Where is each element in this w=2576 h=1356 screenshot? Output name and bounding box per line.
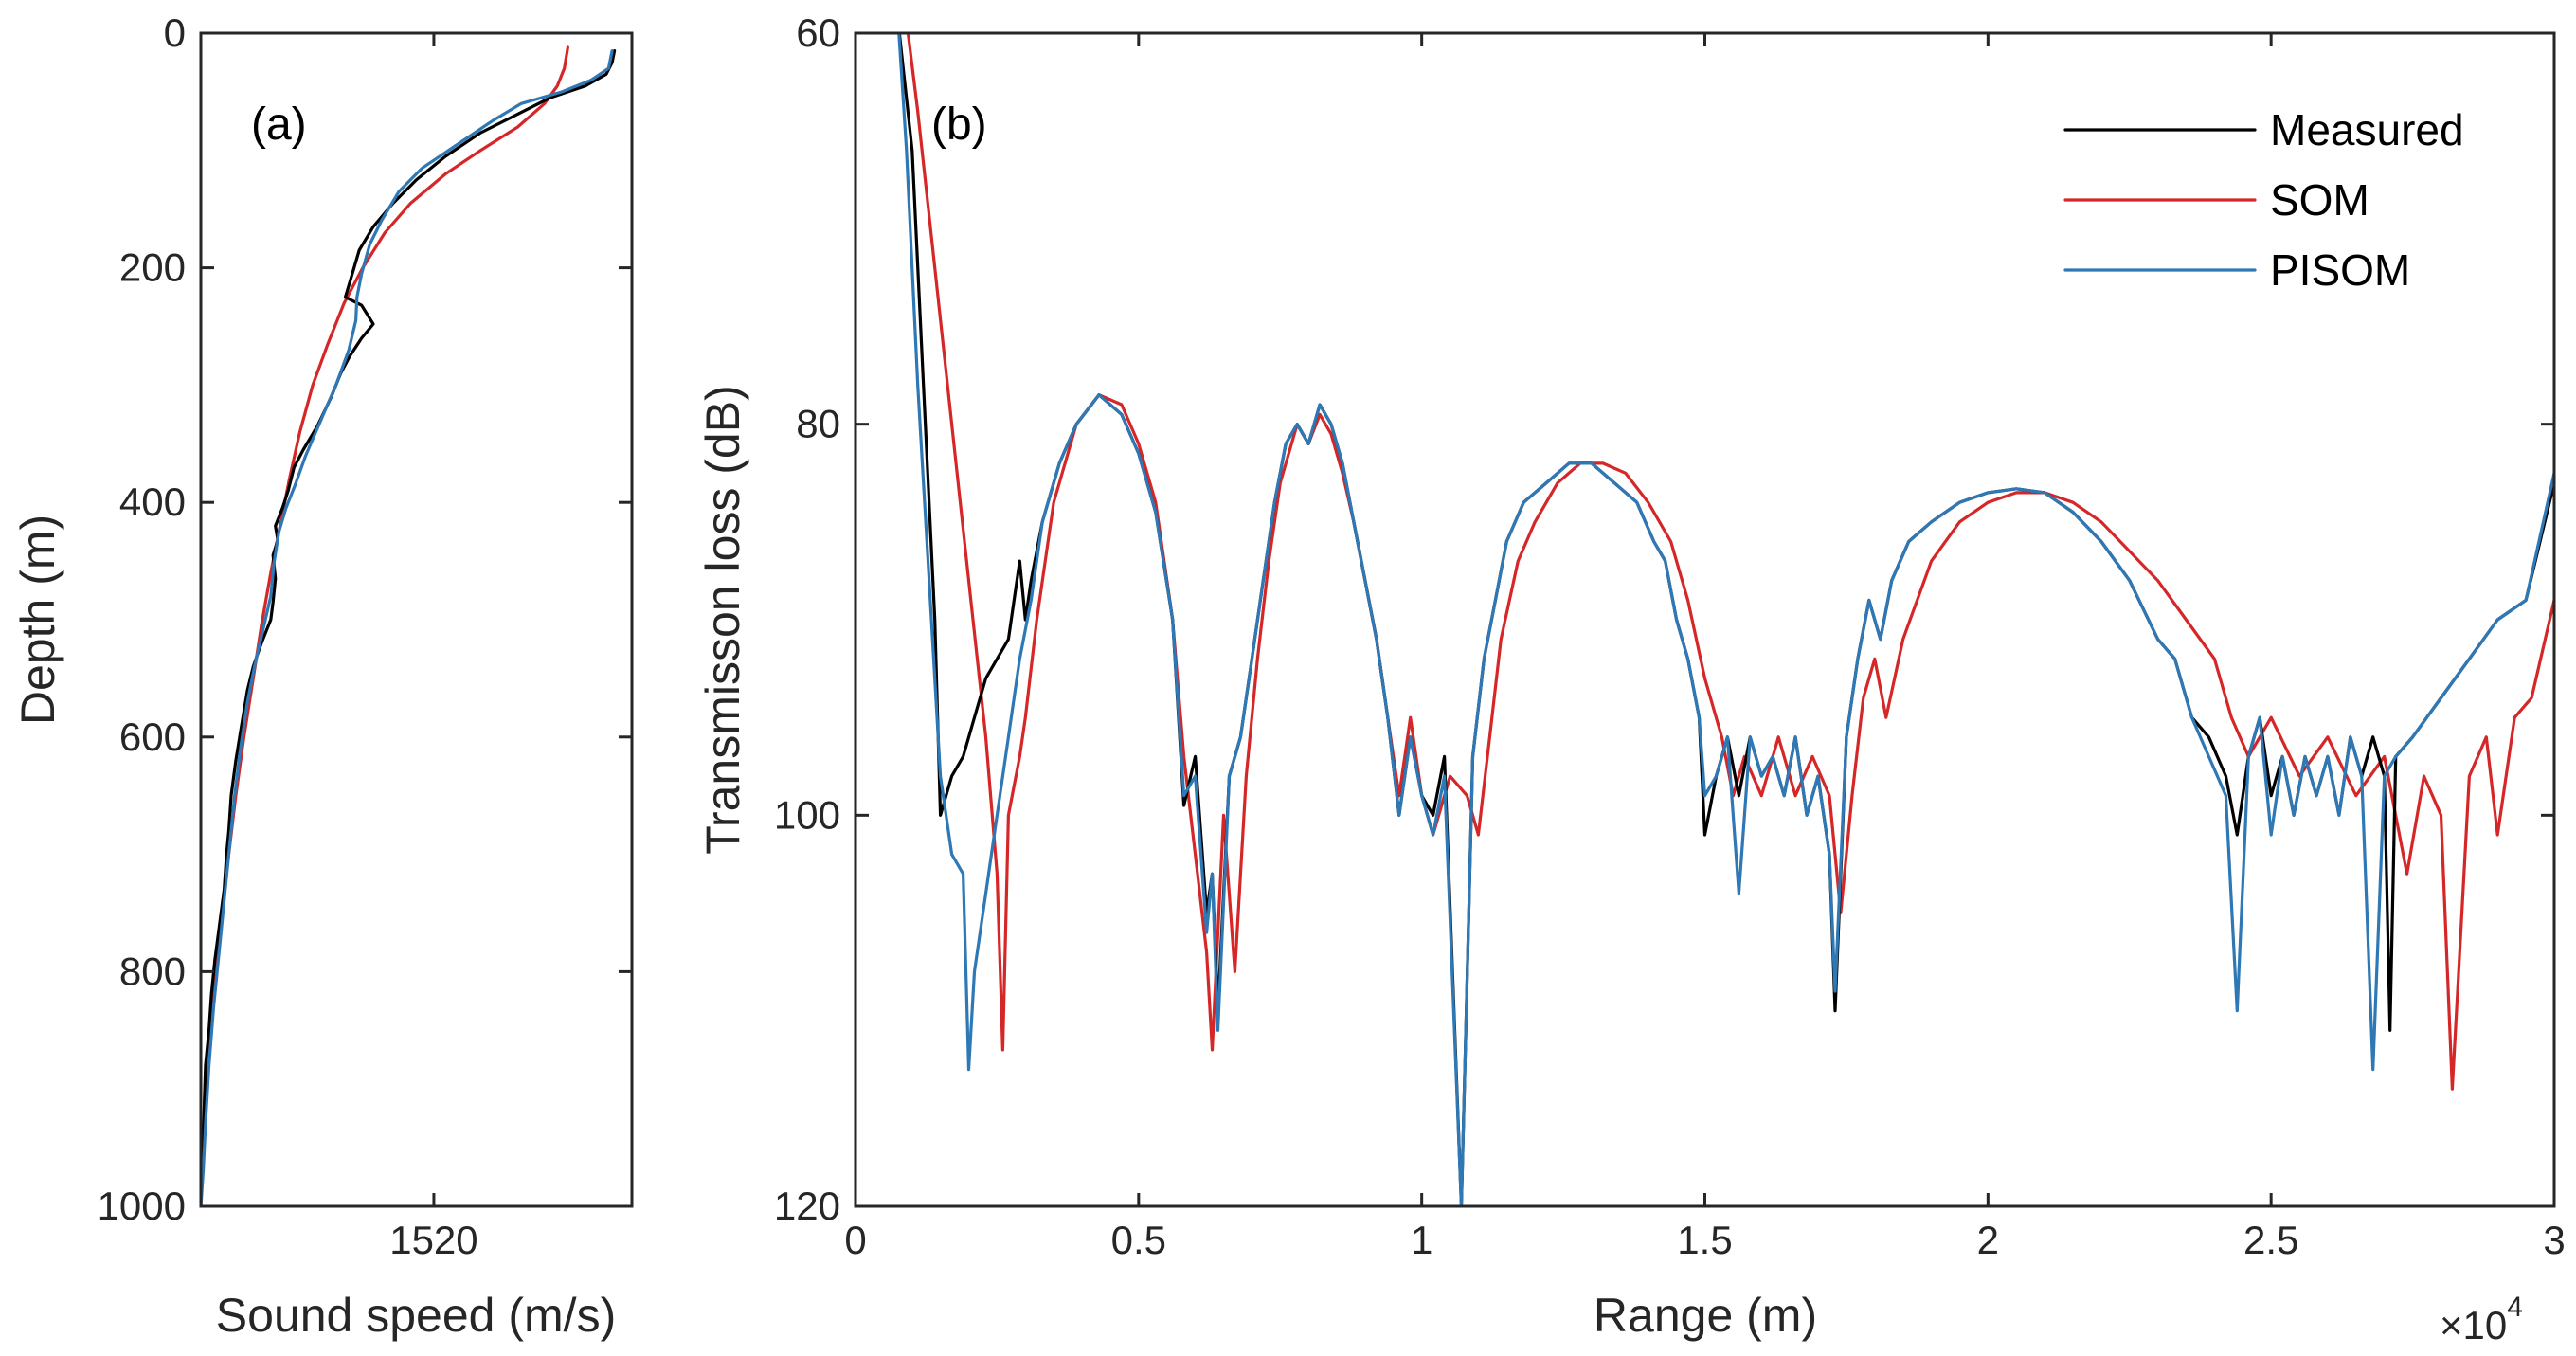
panel-a-series-som — [201, 45, 570, 1206]
panel-a-y-tick-label: 800 — [119, 949, 186, 993]
panel-a-axes-frame — [199, 31, 634, 1208]
panel-b-y-tick-label: 100 — [774, 792, 840, 837]
x-multiplier-exponent: 4 — [2507, 1292, 2523, 1323]
panel-a-y-tick-label: 600 — [119, 714, 186, 759]
legend: Measured SOM PISOM — [2063, 105, 2464, 295]
panel-b-x-tick-label: 0 — [844, 1218, 866, 1262]
panel-a-x-axis-title: Sound speed (m/s) — [216, 1289, 616, 1342]
panel-b-x-tick-label: 2.5 — [2243, 1218, 2298, 1262]
panel-b-y-axis-title: Transmisson loss (dB) — [696, 385, 749, 854]
panel-a-y-tick-label: 0 — [164, 10, 186, 55]
panel-b-x-tick-label: 3 — [2543, 1218, 2565, 1262]
panel-a-sound-speed-profile: 1520 0 200 400 600 800 1000 (a) Sound speed (m… — [11, 10, 634, 1342]
panel-b-x-tick-label: 1.5 — [1677, 1218, 1732, 1262]
legend-label-pisom: PISOM — [2270, 245, 2410, 295]
panel-b-axes-frame — [854, 31, 2556, 1208]
panel-b-tag: (b) — [931, 99, 987, 150]
panel-a-y-tick-label: 200 — [119, 245, 186, 290]
panel-b-y-tick-label: 80 — [796, 402, 840, 446]
panel-b-series-pisom — [897, 33, 2554, 1206]
panel-b-x-tick-label: 1 — [1411, 1218, 1432, 1262]
panel-b-x-tick-label: 0.5 — [1111, 1218, 1166, 1262]
panel-b-series-group — [865, 33, 2554, 1206]
legend-label-som: SOM — [2270, 175, 2369, 225]
panel-a-y-tick-label: 1000 — [98, 1184, 186, 1228]
x-multiplier-base: ×10 — [2440, 1303, 2507, 1347]
panel-b-x-tick-label: 2 — [1977, 1218, 1999, 1262]
panel-a-tick-group: 1520 0 200 400 600 800 1000 — [98, 10, 632, 1262]
panel-b-tick-group: 0 0.5 1 1.5 2 2.5 3 60 80 100 120 — [774, 10, 2566, 1262]
panel-a-x-tick-label: 1520 — [389, 1218, 477, 1262]
panel-b-x-multiplier: ×104 — [2440, 1292, 2523, 1347]
panel-b-y-tick-label: 120 — [774, 1184, 840, 1228]
panel-a-y-axis-title: Depth (m) — [11, 515, 64, 725]
panel-a-series-pisom — [201, 48, 614, 1206]
legend-label-measured: Measured — [2270, 105, 2464, 154]
panel-b-y-tick-label: 60 — [796, 10, 840, 55]
panel-b-series-som — [865, 33, 2554, 1091]
panel-b-transmission-loss: 0 0.5 1 1.5 2 2.5 3 60 80 100 120 (b) Range (m) Tr… — [696, 10, 2566, 1347]
panel-a-y-tick-label: 400 — [119, 479, 186, 524]
panel-b-x-axis-title: Range (m) — [1594, 1289, 1817, 1342]
panel-a-tag: (a) — [251, 99, 307, 150]
panel-a-series-group — [201, 45, 617, 1206]
